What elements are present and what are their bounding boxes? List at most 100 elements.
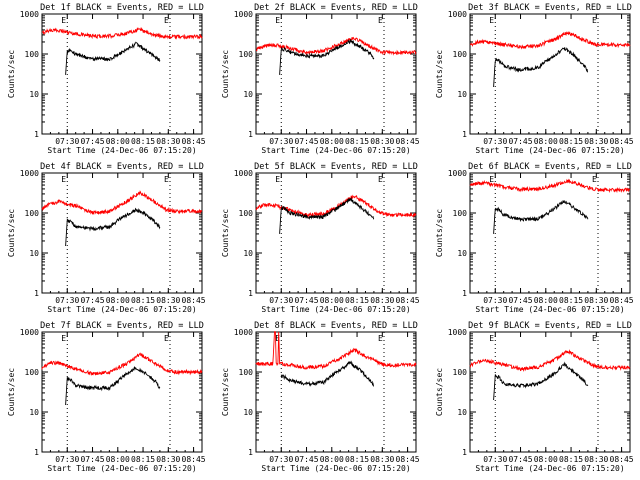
x-tick-label: 08:15: [559, 296, 583, 305]
x-tick-label: 08:15: [345, 296, 369, 305]
x-axis-label: Start Time (24-Dec-06 07:15:20): [47, 146, 196, 155]
x-axis-label: Start Time (24-Dec-06 07:15:20): [475, 464, 624, 473]
event-marker-label: E: [378, 16, 383, 25]
plot-frame: [41, 331, 203, 453]
event-marker-label: E: [61, 175, 66, 184]
x-tick-label: 07:45: [80, 455, 104, 464]
y-tick-label: 10: [29, 90, 39, 99]
x-tick-label: 08:45: [182, 137, 206, 146]
x-axis-label: Start Time (24-Dec-06 07:15:20): [475, 305, 624, 314]
x-axis-label: Start Time (24-Dec-06 07:15:20): [261, 464, 410, 473]
x-tick-label: 07:45: [294, 296, 318, 305]
plot-frame: [469, 331, 631, 453]
events-series-line: [65, 41, 161, 75]
y-axis-label: Counts/sec: [435, 209, 444, 257]
x-tick-label: 07:45: [508, 296, 532, 305]
x-tick-label: 07:30: [269, 137, 293, 146]
x-tick-label: 08:15: [131, 455, 155, 464]
y-tick-label: 10: [29, 249, 39, 258]
y-tick-label: 10: [243, 408, 253, 417]
events-series-line: [65, 207, 161, 247]
y-tick-label: 1: [462, 289, 467, 298]
y-axis-label: Counts/sec: [7, 209, 16, 257]
y-tick-label: 1000: [448, 328, 467, 337]
x-axis-label: Start Time (24-Dec-06 07:15:20): [47, 464, 196, 473]
x-tick-label: 08:15: [559, 137, 583, 146]
y-axis-label: Counts/sec: [435, 368, 444, 416]
plot-frame: [255, 172, 417, 294]
x-axis-label: Start Time (24-Dec-06 07:15:20): [475, 146, 624, 155]
event-marker-label: E: [592, 16, 597, 25]
chart-title: Det 5f BLACK = Events, RED = LLD: [254, 162, 418, 172]
y-tick-label: 1000: [20, 328, 39, 337]
chart-panel-6: Det 6f BLACK = Events, RED = LLD 1 10 100 10…: [435, 162, 634, 314]
x-tick-label: 07:30: [269, 296, 293, 305]
x-tick-label: 08:30: [370, 137, 394, 146]
y-tick-label: 1000: [234, 328, 253, 337]
x-tick-label: 08:30: [370, 455, 394, 464]
x-tick-label: 08:45: [182, 455, 206, 464]
y-tick-label: 10: [29, 408, 39, 417]
plot-frame: [41, 172, 203, 294]
y-tick-label: 100: [239, 209, 254, 218]
x-tick-label: 08:45: [610, 137, 634, 146]
y-tick-label: 1: [248, 289, 253, 298]
y-tick-label: 100: [239, 50, 254, 59]
y-tick-label: 1000: [234, 10, 253, 19]
event-marker-label: E: [592, 175, 597, 184]
y-tick-label: 1: [34, 130, 39, 139]
x-tick-label: 08:45: [182, 296, 206, 305]
chart-title: Det 2f BLACK = Events, RED = LLD: [254, 3, 418, 13]
chart-title: Det 7f BLACK = Events, RED = LLD: [40, 321, 204, 331]
event-marker-label: E: [164, 16, 169, 25]
x-tick-label: 07:45: [80, 296, 104, 305]
x-tick-label: 08:15: [131, 137, 155, 146]
lld-series-line: [469, 31, 631, 50]
x-tick-label: 07:30: [483, 455, 507, 464]
y-tick-label: 10: [243, 249, 253, 258]
chart-panel-4: Det 4f BLACK = Events, RED = LLD 1 10 100 10…: [7, 162, 206, 314]
y-tick-label: 1000: [448, 169, 467, 178]
y-axis-label: Counts/sec: [221, 50, 230, 98]
lld-series-line: [256, 36, 417, 56]
plot-frame: [255, 13, 417, 135]
x-tick-label: 08:30: [370, 296, 394, 305]
lld-series-line: [41, 27, 203, 40]
x-tick-label: 07:30: [55, 296, 79, 305]
events-series-line: [280, 360, 375, 387]
x-tick-label: 08:00: [320, 137, 344, 146]
x-tick-label: 08:30: [156, 137, 180, 146]
y-tick-label: 100: [25, 50, 40, 59]
chart-panel-3: Det 3f BLACK = Events, RED = LLD 1 10 100 10…: [435, 3, 634, 155]
x-tick-label: 08:00: [320, 455, 344, 464]
plot-frame: [41, 13, 203, 135]
y-tick-label: 1000: [448, 10, 467, 19]
y-tick-label: 10: [457, 408, 467, 417]
chart-panel-1: Det 1f BLACK = Events, RED = LLD 1 10 100 10…: [7, 3, 206, 155]
lld-series-line: [41, 352, 203, 376]
y-axis-label: Counts/sec: [221, 209, 230, 257]
events-series-line: [493, 361, 589, 401]
event-marker-label: E: [489, 334, 494, 343]
plot-frame: [469, 172, 631, 294]
event-marker-label: E: [592, 334, 597, 343]
x-axis-label: Start Time (24-Dec-06 07:15:20): [261, 305, 410, 314]
x-tick-label: 08:45: [610, 455, 634, 464]
lld-series-line: [255, 330, 417, 370]
y-axis-label: Counts/sec: [7, 50, 16, 98]
y-tick-label: 1: [34, 289, 39, 298]
x-tick-label: 07:45: [508, 455, 532, 464]
event-marker-label: E: [61, 16, 66, 25]
y-tick-label: 10: [457, 90, 467, 99]
event-marker-label: E: [164, 334, 169, 343]
x-tick-label: 08:30: [584, 137, 608, 146]
x-tick-label: 07:30: [483, 137, 507, 146]
y-tick-label: 100: [25, 368, 40, 377]
chart-title: Det 4f BLACK = Events, RED = LLD: [40, 162, 204, 172]
x-tick-label: 08:00: [534, 455, 558, 464]
chart-panel-8: Det 8f BLACK = Events, RED = LLD 1 10 100 10…: [221, 321, 420, 473]
event-marker-label: E: [378, 175, 383, 184]
y-tick-label: 1000: [20, 10, 39, 19]
x-axis-label: Start Time (24-Dec-06 07:15:20): [47, 305, 196, 314]
y-tick-label: 100: [25, 209, 40, 218]
